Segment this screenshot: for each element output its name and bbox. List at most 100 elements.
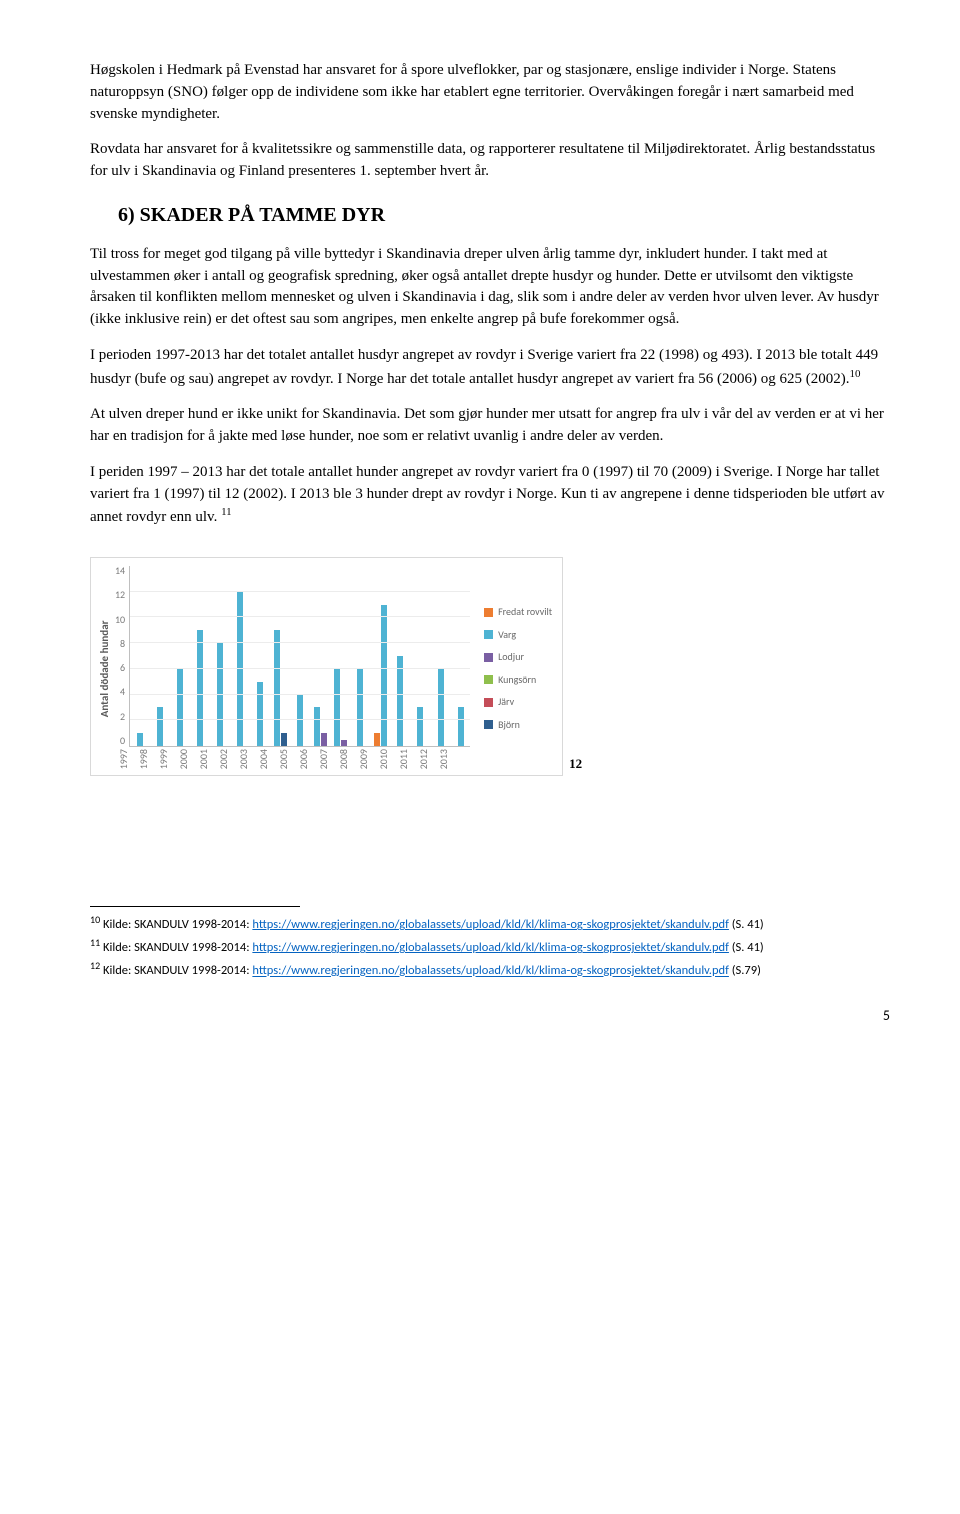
chart-box: Antal dödade hundar 14 12 10 8 6 4 2 0 19971998… <box>90 557 563 776</box>
footnote-ref: 11 <box>221 506 232 518</box>
chart-x-tick: 2007 <box>317 749 337 771</box>
chart-legend-label: Varg <box>498 628 516 643</box>
chart-y-tick: 10 <box>115 615 125 625</box>
footnote: 10 Kilde: SKANDULV 1998-2014: https://ww… <box>90 913 890 934</box>
chart-bar <box>314 707 320 746</box>
footnote-text: (S. 41) <box>729 917 764 932</box>
chart-x-tick: 1997 <box>117 749 137 771</box>
chart-x-ticks: 1997199819992000200120022003200420052006… <box>115 747 459 771</box>
chart-legend-item: Varg <box>484 628 552 643</box>
chart-x-tick: 2004 <box>257 749 277 771</box>
chart-y-tick: 0 <box>115 736 125 746</box>
chart-x-tick: 2003 <box>237 749 257 771</box>
chart-bar <box>417 707 423 746</box>
figure-number: 12 <box>569 755 582 776</box>
chart-y-tick: 8 <box>115 639 125 649</box>
chart-legend: Fredat rovvilt Varg Lodjur Kungsörn Järv Björ… <box>484 566 552 771</box>
chart-bar <box>334 669 340 746</box>
chart-bar <box>397 656 403 746</box>
chart-legend-label: Järv <box>498 695 514 710</box>
footnote-ref: 10 <box>849 368 860 380</box>
chart-x-tick: 1999 <box>157 749 177 771</box>
chart-x-tick: 2011 <box>397 749 417 771</box>
chart-bar <box>274 630 280 746</box>
chart-legend-item: Lodjur <box>484 650 552 665</box>
chart-x-tick: 2009 <box>357 749 377 771</box>
chart-legend-label: Fredat rovvilt <box>498 605 552 620</box>
chart-y-tick: 2 <box>115 712 125 722</box>
chart-legend-item: Björn <box>484 718 552 733</box>
chart-plot-area <box>129 566 470 747</box>
footnote-text: (S.79) <box>729 964 761 979</box>
chart-x-tick: 2001 <box>197 749 217 771</box>
chart-legend-label: Kungsörn <box>498 673 536 688</box>
paragraph-text: I periden 1997 – 2013 har det totale ant… <box>90 464 885 526</box>
footnote-text: Kilde: SKANDULV 1998-2014: <box>100 917 252 932</box>
footnote-text: (S. 41) <box>729 940 764 955</box>
footnote-number: 11 <box>90 936 100 949</box>
chart-legend-label: Lodjur <box>498 650 524 665</box>
chart-legend-swatch <box>484 698 493 707</box>
footnote-number: 12 <box>90 959 100 972</box>
chart-bar <box>237 592 243 746</box>
chart-bar <box>458 707 464 746</box>
chart-legend-swatch <box>484 653 493 662</box>
chart-y-tick: 4 <box>115 687 125 697</box>
chart-y-ticks: 14 12 10 8 6 4 2 0 <box>115 566 129 746</box>
chart-bar <box>321 733 327 746</box>
chart-y-tick: 12 <box>115 590 125 600</box>
chart-bar <box>381 605 387 746</box>
chart-bar <box>374 733 380 746</box>
footnote: 12 Kilde: SKANDULV 1998-2014: https://ww… <box>90 959 890 980</box>
chart-legend-swatch <box>484 675 493 684</box>
page-number: 5 <box>90 1006 890 1026</box>
chart-x-tick: 2013 <box>437 749 457 771</box>
chart-legend-item: Kungsörn <box>484 673 552 688</box>
chart-bar <box>281 733 287 746</box>
chart-x-tick: 2006 <box>297 749 317 771</box>
footnote-link[interactable]: https://www.regjeringen.no/globalassets/… <box>252 940 729 955</box>
chart-legend-swatch <box>484 630 493 639</box>
chart-legend-item: Fredat rovvilt <box>484 605 552 620</box>
chart-bar <box>438 669 444 746</box>
footnote-link[interactable]: https://www.regjeringen.no/globalassets/… <box>252 917 729 932</box>
chart-x-tick: 2000 <box>177 749 197 771</box>
footnote: 11 Kilde: SKANDULV 1998-2014: https://ww… <box>90 936 890 957</box>
paragraph: Høgskolen i Hedmark på Evenstad har ansv… <box>90 60 890 125</box>
footnote-text: Kilde: SKANDULV 1998-2014: <box>100 964 252 979</box>
footnote-number: 10 <box>90 913 100 926</box>
chart-bar <box>197 630 203 746</box>
chart-y-tick: 14 <box>115 566 125 576</box>
chart-legend-swatch <box>484 720 493 729</box>
chart-legend-label: Björn <box>498 718 520 733</box>
chart-x-tick: 2012 <box>417 749 437 771</box>
chart-x-tick: 2010 <box>377 749 397 771</box>
chart-bar <box>157 707 163 746</box>
paragraph: Rovdata har ansvaret for å kvalitetssikr… <box>90 139 890 183</box>
chart-x-tick: 2002 <box>217 749 237 771</box>
chart-x-tick: 2008 <box>337 749 357 771</box>
chart-bar <box>341 740 347 746</box>
chart-y-tick: 6 <box>115 663 125 673</box>
footnote-link[interactable]: https://www.regjeringen.no/globalassets/… <box>252 964 729 979</box>
chart-bar <box>357 669 363 746</box>
chart-y-axis-label: Antal dödade hundar <box>95 566 115 771</box>
footnotes-separator <box>90 906 300 907</box>
chart-legend-swatch <box>484 608 493 617</box>
footnotes: 10 Kilde: SKANDULV 1998-2014: https://ww… <box>90 913 890 980</box>
paragraph: I perioden 1997-2013 har det totalet ant… <box>90 345 890 391</box>
paragraph: Til tross for meget god tilgang på ville… <box>90 244 890 331</box>
footnote-text: Kilde: SKANDULV 1998-2014: <box>100 940 252 955</box>
chart-bar <box>137 733 143 746</box>
paragraph: At ulven dreper hund er ikke unikt for S… <box>90 404 890 448</box>
chart-bar <box>177 669 183 746</box>
chart-figure: Antal dödade hundar 14 12 10 8 6 4 2 0 19971998… <box>90 557 890 776</box>
paragraph-text: I perioden 1997-2013 har det totalet ant… <box>90 347 878 387</box>
section-heading: 6) SKADER PÅ TAMME DYR <box>118 201 890 230</box>
chart-x-tick: 2005 <box>277 749 297 771</box>
chart-bar <box>257 682 263 746</box>
paragraph: I periden 1997 – 2013 har det totale ant… <box>90 462 890 529</box>
chart-bar <box>217 643 223 746</box>
chart-x-tick: 1998 <box>137 749 157 771</box>
chart-legend-item: Järv <box>484 695 552 710</box>
